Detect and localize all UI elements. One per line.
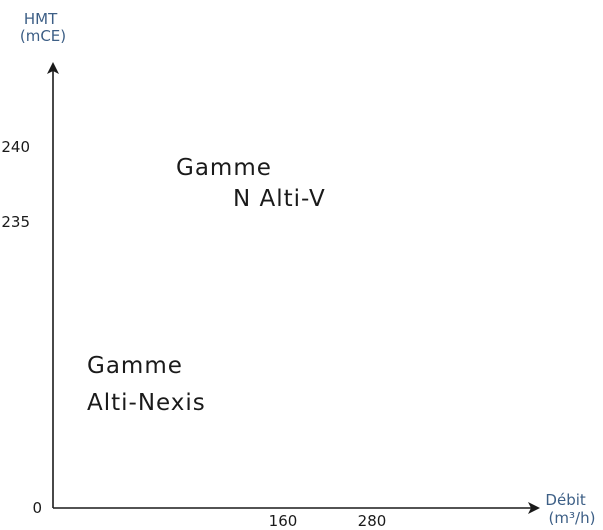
x-tick-label-160: 160 — [269, 512, 298, 530]
region-label-n-alti-v: Gamme N Alti-V — [176, 155, 326, 212]
region-label-alti-nexis: Gamme Alti-Nexis — [87, 353, 206, 416]
y-axis-title-line-2: (mCE) — [20, 27, 66, 45]
x-axis-title-line-1: Débit — [545, 491, 585, 509]
y-tick-label-235: 235 — [1, 213, 30, 231]
y-axis-title-line-1: HMT — [24, 10, 58, 28]
region-label-alti-nexis-line-1: Gamme — [87, 353, 183, 379]
region-label-n-alti-v-line-1: Gamme — [176, 155, 272, 181]
y-axis-title: HMT (mCE) — [20, 10, 66, 45]
region-label-n-alti-v-line-2: N Alti-V — [233, 186, 326, 212]
x-axis-title: Débit (m³/h) — [545, 491, 595, 527]
x-tick-label-280: 280 — [358, 512, 387, 530]
y-tick-label-240: 240 — [1, 138, 30, 156]
region-label-alti-nexis-line-2: Alti-Nexis — [87, 390, 206, 416]
x-axis-title-line-2: (m³/h) — [549, 509, 596, 527]
y-tick-label-0: 0 — [32, 499, 42, 517]
